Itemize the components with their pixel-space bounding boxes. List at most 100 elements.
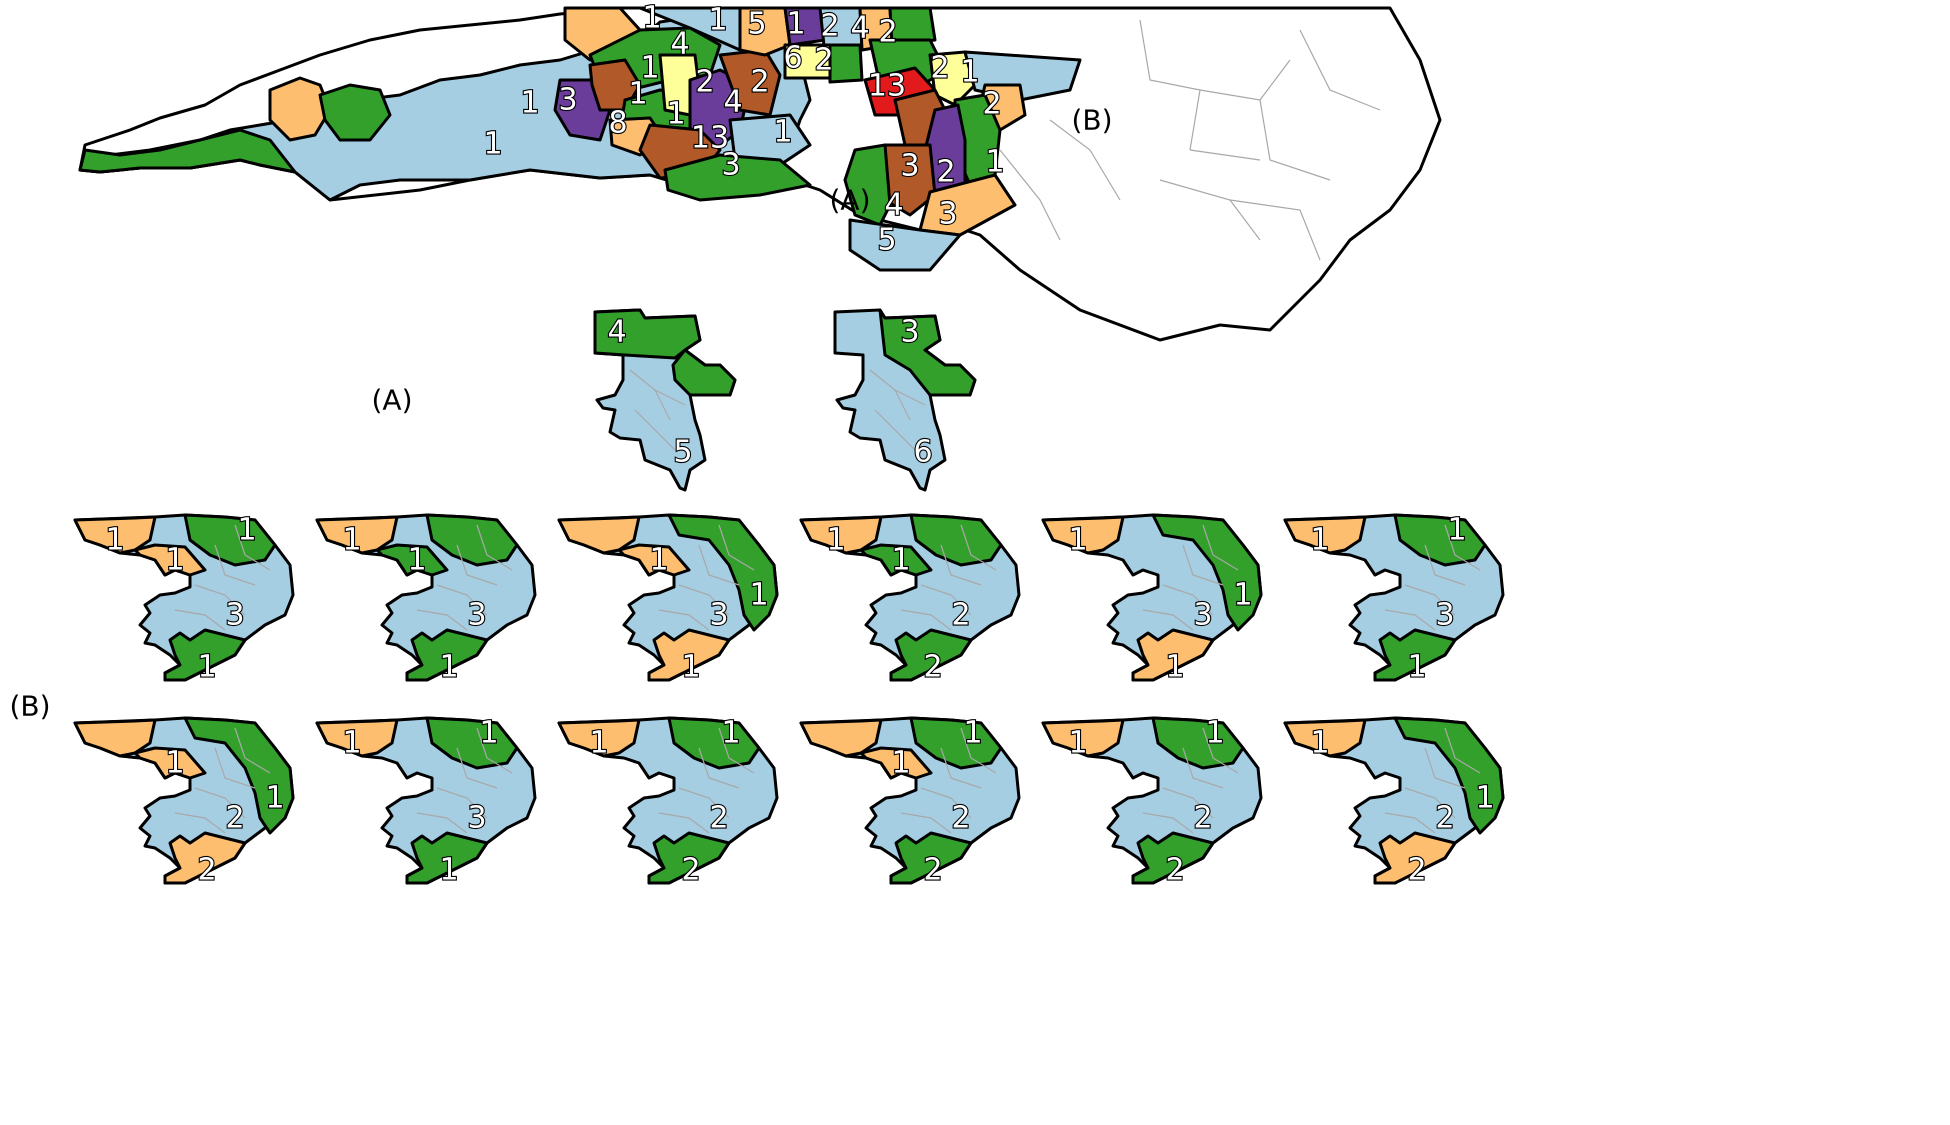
cluster-label: 1 <box>666 97 685 132</box>
district-area <box>133 543 207 577</box>
district-area <box>667 513 779 632</box>
district-area <box>593 308 737 397</box>
cluster-label: 1 <box>1407 650 1426 685</box>
cluster-label: 3 <box>900 315 919 350</box>
district-area <box>1151 513 1263 632</box>
county-lines <box>416 727 513 834</box>
state-map <box>78 6 1442 342</box>
cluster-label: 1 <box>197 650 216 685</box>
cluster-label: 1 <box>891 746 910 781</box>
cluster-label: 2 <box>923 853 942 888</box>
cluster-label: 1 <box>721 716 740 751</box>
cluster-label: 1 <box>342 523 361 558</box>
cluster-label: 1 <box>628 77 647 112</box>
district-area <box>1393 716 1505 835</box>
cluster-label: 3 <box>1435 598 1454 633</box>
cluster-label: 2 <box>197 853 216 888</box>
cluster-label: 1 <box>165 543 184 578</box>
district-area <box>1393 513 1487 567</box>
district-area <box>1041 718 1125 758</box>
district-area <box>647 831 731 885</box>
county-lines <box>174 524 271 631</box>
cluster-region <box>828 43 864 84</box>
county-lines <box>1384 524 1481 631</box>
cluster-label: 3 <box>225 598 244 633</box>
cluster-label: 4 <box>607 315 626 350</box>
cluster-label: 2 <box>695 65 714 100</box>
cluster-label: 13 <box>691 121 729 156</box>
cluster-label: 2 <box>878 15 897 50</box>
county-lines <box>1142 727 1239 834</box>
cluster-label: 5 <box>877 223 896 258</box>
cluster-label: 1 <box>237 513 256 548</box>
cluster-label: 2 <box>814 43 833 78</box>
cluster-label: 1 <box>649 543 668 578</box>
cluster-label: 1 <box>826 523 845 558</box>
cluster-label: 2 <box>750 65 769 100</box>
cluster-label: 1 <box>520 86 539 121</box>
cluster-label: 2 <box>681 853 700 888</box>
county-lines <box>416 524 513 631</box>
district-area <box>889 628 973 682</box>
cluster-region <box>738 6 792 57</box>
district-area <box>1131 831 1215 885</box>
cluster-label: 3 <box>558 83 577 118</box>
cluster-label: 1 <box>479 716 498 751</box>
panel-b-label: (B) <box>9 690 50 723</box>
cluster-label: 2 <box>982 87 1001 122</box>
district-area <box>375 543 449 577</box>
county-lines <box>658 524 755 631</box>
district-area <box>647 628 731 682</box>
label-a-on-map: (A) <box>829 184 870 217</box>
cluster-label: 4 <box>670 27 689 62</box>
cluster-label: 6 <box>783 41 802 76</box>
district-area <box>667 716 761 770</box>
panel-a-map: 45 <box>593 308 737 492</box>
cluster-label: 2 <box>936 155 955 190</box>
cluster-label: 1 <box>165 746 184 781</box>
cluster-label: 1 <box>439 853 458 888</box>
district-area <box>1041 515 1125 555</box>
cluster-region <box>663 153 812 202</box>
district-area <box>909 716 1003 770</box>
cluster-label: 1 <box>1233 578 1252 613</box>
county-lines <box>174 727 271 834</box>
district-area <box>315 718 399 758</box>
district-area <box>557 718 641 758</box>
cluster-region <box>268 76 332 142</box>
cluster-label: 3 <box>721 148 740 183</box>
cluster-region <box>848 218 962 272</box>
county-lines <box>1142 524 1239 631</box>
cluster-label: 2 <box>951 801 970 836</box>
cluster-label: 1 <box>342 726 361 761</box>
cluster-region <box>728 113 812 167</box>
cluster-label: 1 <box>1068 523 1087 558</box>
cluster-region <box>918 173 1017 237</box>
district-area <box>859 543 933 577</box>
cluster-label: 1 <box>265 781 284 816</box>
county-lines <box>658 727 755 834</box>
cluster-label: 1 <box>708 3 727 38</box>
district-area <box>909 513 1003 567</box>
cluster-label: 1 <box>1310 523 1329 558</box>
cluster-label: 1 <box>1068 726 1087 761</box>
county-lines-east <box>999 19 1381 261</box>
district-area <box>878 308 977 397</box>
cluster-label: 2 <box>820 9 839 44</box>
panel-a-label: (A) <box>371 384 412 417</box>
cluster-label: 1 <box>786 7 805 42</box>
district-area <box>1283 718 1367 758</box>
cluster-label: 1 <box>589 726 608 761</box>
